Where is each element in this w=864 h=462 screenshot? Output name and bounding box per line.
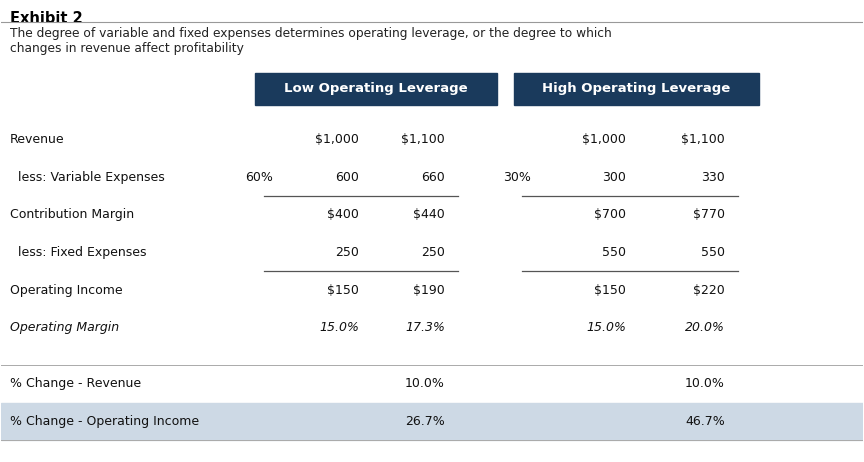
Bar (256, 73, 497, 105)
Text: 15.0%: 15.0% (586, 322, 626, 334)
Text: 330: 330 (701, 171, 725, 184)
Text: $150: $150 (594, 284, 626, 297)
Text: 250: 250 (335, 246, 359, 259)
Text: less: Variable Expenses: less: Variable Expenses (10, 171, 165, 184)
Text: % Change - Operating Income: % Change - Operating Income (10, 415, 199, 428)
Text: 20.0%: 20.0% (685, 322, 725, 334)
Text: Operating Margin: Operating Margin (10, 322, 119, 334)
Text: 300: 300 (602, 171, 626, 184)
Text: less: Fixed Expenses: less: Fixed Expenses (10, 246, 147, 259)
Text: 600: 600 (335, 171, 359, 184)
Text: $400: $400 (327, 208, 359, 221)
Text: 17.3%: 17.3% (405, 322, 445, 334)
Text: $700: $700 (594, 208, 626, 221)
Text: $190: $190 (413, 284, 445, 297)
Text: 550: 550 (701, 246, 725, 259)
Text: High Operating Leverage: High Operating Leverage (543, 82, 731, 95)
Text: 26.7%: 26.7% (405, 415, 445, 428)
Text: $1,100: $1,100 (681, 133, 725, 146)
Text: % Change - Revenue: % Change - Revenue (10, 377, 141, 390)
Bar (514, 73, 759, 105)
Text: 30%: 30% (503, 171, 531, 184)
Text: 660: 660 (421, 171, 445, 184)
Text: Revenue: Revenue (10, 133, 65, 146)
Text: Operating Income: Operating Income (10, 284, 123, 297)
Text: $1,000: $1,000 (581, 133, 626, 146)
Text: 10.0%: 10.0% (685, 377, 725, 390)
Bar (2, 403, 862, 440)
Text: 250: 250 (421, 246, 445, 259)
Text: 15.0%: 15.0% (319, 322, 359, 334)
Text: $220: $220 (693, 284, 725, 297)
Text: 46.7%: 46.7% (685, 415, 725, 428)
Text: 550: 550 (601, 246, 626, 259)
Text: 10.0%: 10.0% (405, 377, 445, 390)
Text: Contribution Margin: Contribution Margin (10, 208, 134, 221)
Text: $440: $440 (413, 208, 445, 221)
Text: The degree of variable and fixed expenses determines operating leverage, or the : The degree of variable and fixed expense… (10, 27, 612, 55)
Text: $150: $150 (327, 284, 359, 297)
Text: Exhibit 2: Exhibit 2 (10, 11, 83, 25)
Text: $770: $770 (693, 208, 725, 221)
Text: Low Operating Leverage: Low Operating Leverage (284, 82, 467, 95)
Text: $1,100: $1,100 (401, 133, 445, 146)
Text: $1,000: $1,000 (314, 133, 359, 146)
Text: 60%: 60% (245, 171, 273, 184)
